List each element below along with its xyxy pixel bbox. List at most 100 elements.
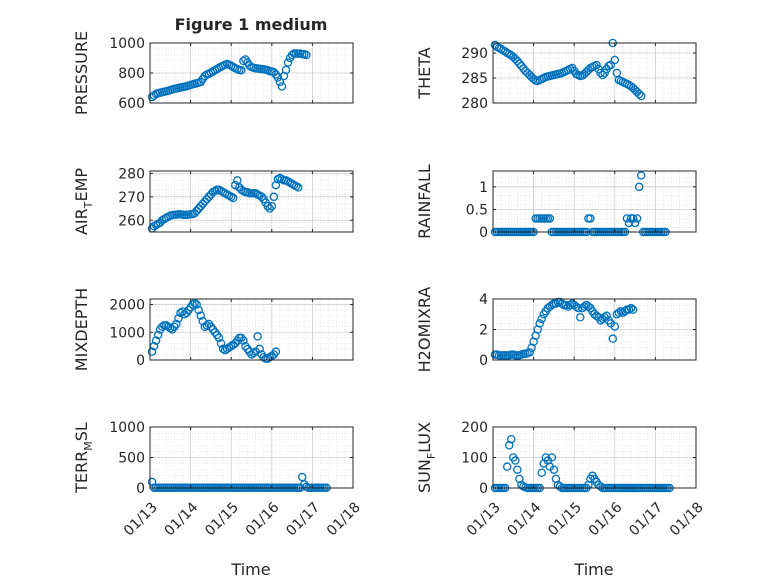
data-point	[153, 330, 163, 340]
data-point	[628, 305, 638, 314]
data-point	[188, 300, 197, 309]
y-tick-label: 0	[136, 353, 145, 369]
x-axis-label-left: Time	[230, 560, 270, 579]
data-point	[218, 344, 228, 354]
y-tick-label: 1000	[109, 36, 145, 52]
data-point	[598, 70, 607, 80]
data-point	[269, 68, 279, 77]
axes-box	[492, 170, 697, 233]
data-point	[253, 332, 262, 341]
data-point	[608, 334, 618, 343]
data-point	[176, 308, 185, 318]
data-point	[565, 300, 575, 310]
data-point	[293, 183, 303, 192]
data-point	[269, 192, 279, 202]
data-point	[549, 465, 559, 474]
y-tick-label: 280	[118, 166, 145, 182]
y-tick-label: 600	[118, 96, 145, 112]
data-point	[194, 305, 203, 315]
data-point	[157, 322, 167, 331]
data-point	[596, 68, 605, 78]
data-point	[151, 336, 161, 345]
data-point	[580, 302, 589, 311]
x-tick-label: 01/14	[505, 499, 545, 539]
figure-title: Figure 1 medium	[175, 15, 328, 34]
data-point	[517, 61, 526, 71]
data-point	[267, 201, 277, 211]
data-point	[228, 193, 238, 203]
data-point	[513, 465, 522, 474]
y-axis-label: SUNFLUX	[415, 422, 438, 493]
y-tick-label: 500	[118, 451, 145, 467]
data-point	[555, 482, 565, 491]
panel-air_temp: 260 270 280 AIRTEMP	[72, 166, 354, 235]
y-tick-label: 100	[461, 451, 488, 467]
data-point	[237, 66, 246, 75]
x-tick-label: 01/15	[545, 499, 585, 539]
data-point	[281, 65, 291, 75]
y-tick-label: 0	[479, 225, 488, 241]
data-point	[571, 302, 581, 311]
x-tick-label: 01/18	[324, 499, 364, 539]
y-axis-label: THETA	[415, 47, 434, 99]
axes-box	[149, 298, 354, 361]
y-axis-label: MIXDEPTH	[72, 288, 91, 371]
x-tick-label: 01/15	[202, 499, 242, 539]
data-point	[610, 322, 620, 331]
data-point	[502, 462, 512, 471]
x-tick-label: 01/14	[162, 499, 202, 539]
panel-sun_flux: 0 100 200 SUNFLUX 01/13 01/14 01/15 01/16 01/17 0…	[415, 420, 707, 539]
data-point	[255, 344, 264, 354]
data-point	[547, 453, 557, 462]
data-point	[561, 300, 571, 310]
data-point	[592, 60, 601, 70]
data-point	[622, 214, 632, 223]
panel-mixdepth: 0 1000 2000 MIXDEPTH	[72, 288, 354, 371]
data-point	[273, 73, 283, 82]
data-point	[600, 68, 609, 78]
data-point	[515, 59, 524, 68]
y-tick-label: 0.5	[466, 202, 488, 218]
panel-rainfall: 0 0.5 1 RAINFALL	[415, 164, 697, 241]
x-tick-label: 01/13	[121, 499, 161, 539]
data-point	[537, 468, 546, 477]
panel-terr_msl: 0 500 1000 TERRMSL 01/13 01/14 01/15 01/16 01/17…	[72, 420, 364, 539]
y-tick-label: 2000	[109, 298, 145, 314]
data-point	[632, 214, 642, 223]
data-point	[147, 477, 157, 487]
x-tick-label: 01/17	[283, 499, 323, 539]
axes-box	[149, 170, 354, 233]
data-point	[529, 74, 538, 84]
data-point	[576, 313, 585, 322]
data-point	[511, 456, 520, 465]
panel-pressure: 600 800 1000 PRESSURE	[72, 31, 354, 115]
y-tick-label: 260	[118, 213, 145, 229]
y-tick-label: 4	[479, 292, 488, 308]
data-point	[287, 50, 297, 60]
data-point	[265, 204, 275, 213]
data-point	[616, 306, 626, 316]
x-tick-label: 01/17	[626, 499, 666, 539]
x-axis-label-right: Time	[573, 560, 613, 579]
y-tick-label: 0	[479, 353, 488, 369]
data-point	[574, 303, 583, 313]
data-point	[610, 55, 620, 65]
data-point	[202, 321, 212, 330]
data-point	[606, 60, 615, 70]
data-point	[239, 56, 248, 66]
data-point	[275, 77, 285, 87]
data-point	[634, 182, 644, 192]
axes-box	[492, 42, 697, 104]
y-tick-label: 1000	[109, 325, 145, 341]
data-point	[271, 180, 281, 190]
data-point	[172, 319, 181, 329]
y-tick-label: 200	[461, 420, 488, 436]
data-point	[513, 56, 522, 66]
data-point	[596, 482, 605, 491]
data-point	[630, 218, 640, 228]
x-tick-label: 01/16	[586, 499, 626, 539]
data-point	[634, 89, 644, 99]
data-point	[147, 347, 157, 356]
data-point	[628, 214, 638, 223]
